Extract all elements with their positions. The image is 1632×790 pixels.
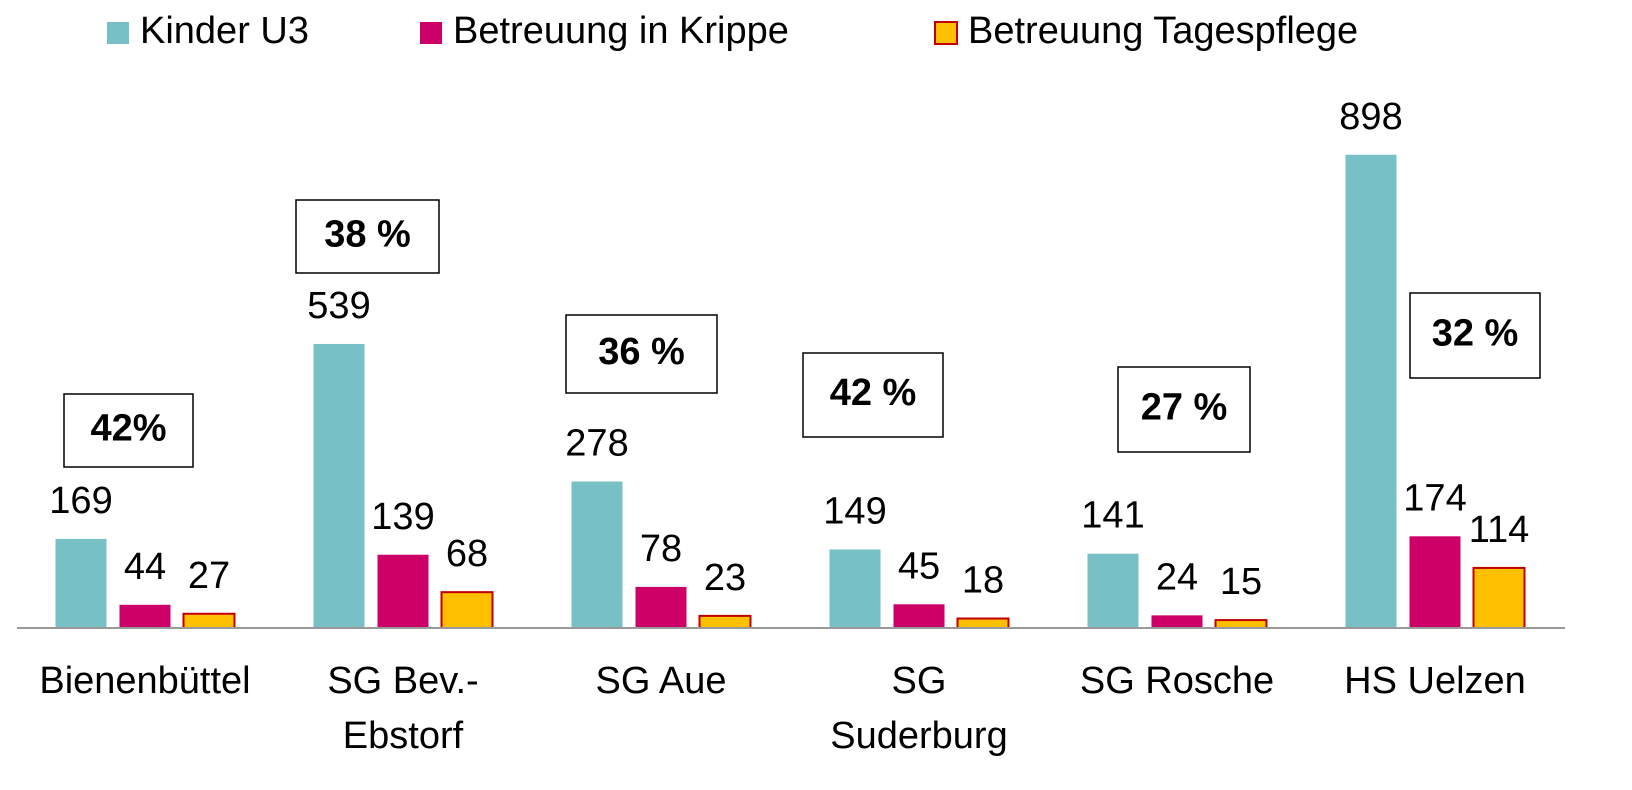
annotation: 36 % [598,331,685,373]
data-label: 141 [1081,495,1144,537]
annotation-box [565,314,718,394]
x-tick-label: SG Aue [596,660,727,702]
bar [55,538,107,628]
x-tick-label: HS Uelzen [1344,660,1526,702]
bar [182,612,236,629]
data-label: 278 [565,423,628,465]
bar [1151,615,1203,628]
data-label: 114 [1469,509,1530,551]
legend-label: Kinder U3 [140,10,309,52]
bar [313,343,365,628]
bar [571,481,623,628]
annotation: 38 % [324,214,411,256]
bar [1409,536,1461,628]
bar [119,604,171,628]
data-label: 23 [704,557,746,599]
annotation: 42 % [830,372,917,414]
legend-label: Betreuung Tagespflege [968,10,1358,52]
bar [1345,154,1397,628]
bar [956,617,1010,629]
annotation-box [1117,366,1251,453]
annotation-box [1409,292,1541,379]
annotation: 42% [90,408,166,450]
bar [440,591,494,629]
data-label: 169 [49,480,112,522]
annotation-box [295,199,440,274]
data-label: 898 [1339,96,1402,138]
x-tick-label: SG Suderburg [830,660,1007,757]
bar [893,604,945,628]
annotation-box [802,352,944,438]
bar [829,549,881,628]
bar [377,554,429,628]
bar [1087,553,1139,628]
annotation: 27 % [1141,387,1228,429]
bar [698,614,752,630]
data-label: 18 [962,560,1004,602]
data-label: 45 [898,545,940,587]
data-label: 139 [371,496,434,538]
x-tick-label: SG Bev.-Ebstorf [327,660,478,757]
x-tick-label: SG Rosche [1080,660,1274,702]
x-tick-label: Bienenbüttel [39,660,250,702]
legend-swatch [420,22,442,44]
data-label: 78 [640,528,682,570]
data-label: 15 [1220,561,1262,603]
data-label: 149 [823,491,886,533]
data-label: 68 [446,533,488,575]
annotation-box [63,393,194,468]
data-label: 27 [188,555,230,597]
data-label: 174 [1403,477,1466,519]
data-label: 44 [124,546,166,588]
legend-swatch [934,21,958,45]
annotation: 32 % [1432,313,1519,355]
legend-label: Betreuung in Krippe [453,10,789,52]
data-label: 24 [1156,556,1198,598]
bar [1214,619,1268,629]
bar [1472,566,1526,629]
data-label: 539 [307,285,370,327]
bar [635,586,687,628]
legend-swatch [107,22,129,44]
